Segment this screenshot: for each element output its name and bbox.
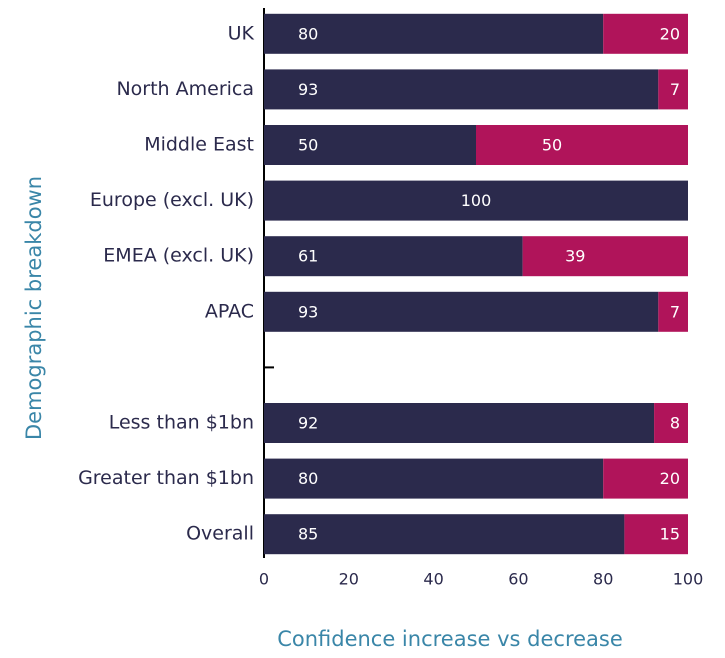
bar-segment — [264, 403, 655, 443]
y-axis-title: Demographic breakdown — [22, 176, 46, 440]
x-axis-title: Confidence increase vs decrease — [277, 627, 623, 651]
x-tick-label: 20 — [339, 570, 359, 589]
bar-segment — [624, 514, 688, 555]
x-tick-label: 40 — [423, 570, 443, 589]
data-label: 20 — [660, 24, 680, 43]
y-tick-label: Middle East — [144, 134, 254, 156]
data-label: 100 — [461, 191, 492, 210]
data-label: 85 — [298, 525, 318, 544]
data-label: 20 — [660, 469, 680, 488]
y-tick-label: Overall — [186, 523, 254, 545]
bar-segment — [264, 514, 625, 555]
bar-segment — [264, 236, 523, 277]
x-tick-label: 100 — [673, 570, 704, 589]
bar-segment — [264, 291, 659, 332]
bar-segment — [603, 458, 688, 499]
x-tick-label: 80 — [593, 570, 613, 589]
bar-segment — [476, 125, 688, 165]
y-tick-label: Less than $1bn — [109, 412, 254, 434]
y-tick-label: APAC — [205, 300, 254, 322]
y-tick-label: North America — [116, 78, 254, 100]
y-tick-label: UK — [228, 22, 255, 44]
y-tick-label: Greater than $1bn — [78, 467, 254, 489]
data-label: 50 — [298, 136, 318, 155]
data-label: 39 — [565, 247, 585, 266]
data-label: 93 — [298, 302, 318, 321]
bar-segment — [264, 458, 604, 499]
data-label: 80 — [298, 24, 318, 43]
bar-segment — [603, 13, 688, 54]
data-label: 92 — [298, 414, 318, 433]
x-tick-label: 0 — [259, 570, 269, 589]
bar-segment — [264, 125, 476, 165]
bar-segment — [264, 13, 604, 54]
bar-segment — [264, 69, 659, 110]
bar-segment — [658, 69, 688, 110]
y-tick-label: Europe (excl. UK) — [90, 189, 254, 211]
data-label: 7 — [670, 302, 680, 321]
bar-segment — [658, 291, 688, 332]
bar-segment — [654, 403, 688, 443]
y-tick-label: EMEA (excl. UK) — [103, 245, 254, 267]
bar-segment — [522, 236, 688, 277]
data-label: 61 — [298, 247, 318, 266]
data-label: 50 — [542, 136, 562, 155]
data-label: 80 — [298, 469, 318, 488]
x-tick-label: 60 — [508, 570, 528, 589]
data-label: 15 — [660, 525, 680, 544]
data-label: 7 — [670, 80, 680, 99]
bar-segment — [264, 180, 688, 221]
data-label: 93 — [298, 80, 318, 99]
data-label: 8 — [670, 414, 680, 433]
